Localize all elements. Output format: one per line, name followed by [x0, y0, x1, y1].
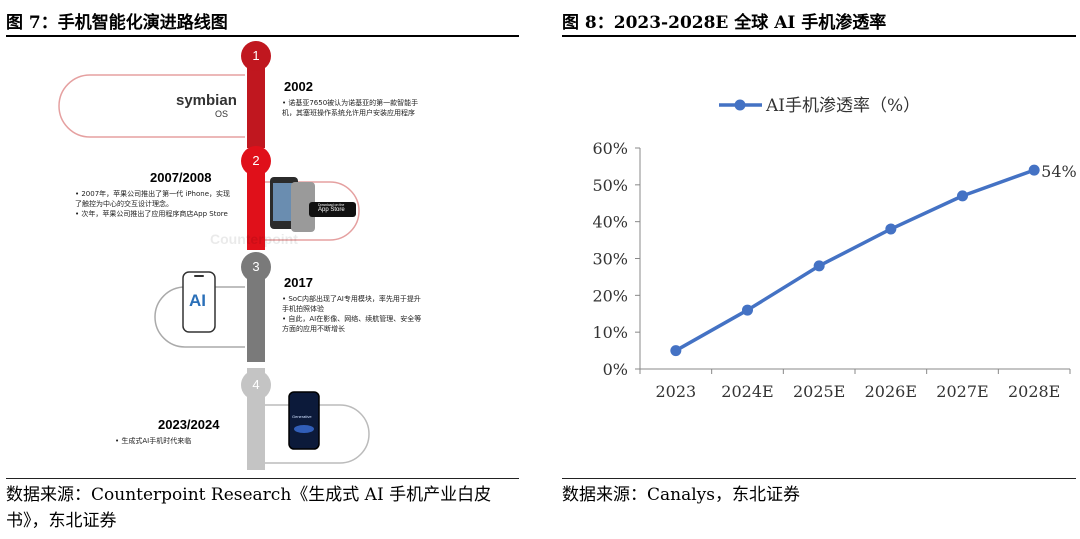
stage-1-bullets: • 诺基亚7650被认为诺基亚的第一款智能手 机，其塞班操作系统允许用户安装应用… — [282, 98, 452, 118]
right-source-rule — [562, 478, 1076, 479]
stage-1-number: 1 — [241, 41, 271, 71]
data-point — [1028, 164, 1040, 176]
y-tick-label: 30% — [592, 250, 628, 269]
legend-marker — [734, 99, 746, 111]
stage-2-capsule — [265, 181, 360, 241]
ai-phone-image — [182, 271, 216, 333]
stage-4-bullet: • 生成式AI手机时代来临 — [115, 437, 192, 445]
x-tick-label: 2025E — [793, 382, 845, 401]
stage-4-year: 2023/2024 — [158, 417, 220, 432]
stage-3-capsule — [154, 286, 245, 348]
app-store-label-small: Download on the — [318, 203, 345, 207]
x-tick-label: 2023 — [655, 382, 696, 401]
stage-3-bullet: 方面的应用不断增长 — [282, 325, 345, 333]
stage-2-bullets: • 2007年，苹果公司推出了第一代 iPhone，实现 了触控为中心的交互设计… — [75, 189, 245, 219]
left-figure-title: 图 7：手机智能化演进路线图 — [6, 13, 228, 33]
stage-2-bullet: • 2007年，苹果公司推出了第一代 iPhone，实现 — [75, 190, 231, 198]
data-point — [957, 190, 968, 202]
right-figure-source: 数据来源：Canalys，东北证券 — [562, 485, 800, 505]
stage-3-bullet: • 自此，AI在影像、网络、续航管理、安全等 — [282, 315, 422, 323]
data-point — [670, 345, 682, 357]
x-tick-label: 2026E — [865, 382, 917, 401]
stage-1-bullet: 机，其塞班操作系统允许用户安装应用程序 — [282, 109, 415, 117]
left-figure-source: 数据来源：Counterpoint Research《生成式 AI 手机产业白皮… — [6, 485, 492, 531]
phone-glow — [294, 425, 314, 433]
legend-label: AI手机渗透率（%） — [765, 96, 920, 116]
x-tick-label: 2028E — [1008, 382, 1060, 401]
stage-2-bullet: • 次年，苹果公司推出了应用程序商店App Store — [75, 210, 228, 218]
x-tick-label: 2024E — [721, 382, 773, 401]
data-point — [813, 260, 825, 272]
stage-3-bar — [247, 256, 265, 362]
data-label: 54% — [1041, 162, 1076, 181]
stage-1-year: 2002 — [284, 79, 313, 94]
generative-phone-image — [288, 391, 320, 450]
stage-2-bar — [247, 152, 265, 250]
stage-2-year: 2007/2008 — [150, 170, 212, 185]
right-title-rule — [562, 35, 1076, 37]
app-store-badge — [309, 202, 356, 217]
stage-1-capsule — [58, 74, 245, 138]
ai-icon-text: AI — [189, 291, 206, 310]
stage-4-number: 4 — [241, 370, 271, 400]
generative-screen-text: Generative — [292, 414, 312, 419]
left-title-rule — [6, 35, 519, 37]
phone-notch — [194, 275, 204, 277]
stage-1-bullet: • 诺基亚7650被认为诺基亚的第一款智能手 — [282, 99, 419, 107]
penetration-chart: 0% 10% 20% 30% 40% 50% 60% 2023 2024E 2025E 2026E 2… — [562, 40, 1076, 460]
y-tick-label: 50% — [592, 176, 628, 195]
y-tick-label: 20% — [592, 286, 628, 305]
symbian-logo-text: symbian — [176, 92, 237, 109]
left-source-rule — [6, 478, 519, 479]
symbian-os-label: OS — [215, 109, 229, 119]
stage-3-bullet: 手机拍照体验 — [282, 305, 324, 313]
stage-3-bullets: • SoC内部出现了AI专用模块，率先用于提升 手机拍照体验 • 自此，AI在影… — [282, 294, 452, 334]
stage-2-bullet: 了触控为中心的交互设计理念。 — [75, 200, 173, 208]
counterpoint-watermark: Counterpoint — [210, 231, 298, 247]
iphone-back-image — [291, 182, 315, 232]
y-tick-label: 40% — [592, 213, 628, 232]
symbian-logo: symbian — [176, 92, 237, 109]
series-line — [674, 168, 1035, 353]
y-tick-label: 60% — [592, 139, 628, 158]
y-tick-label: 0% — [603, 360, 628, 379]
right-figure-title: 图 8：2023-2028E 全球 AI 手机渗透率 — [562, 13, 887, 33]
stage-3-number: 3 — [241, 252, 271, 282]
app-store-label: App Store — [318, 207, 345, 213]
stage-4-capsule — [265, 404, 370, 464]
stage-4-bullets: • 生成式AI手机时代来临 — [115, 436, 255, 446]
stage-3-year: 2017 — [284, 275, 313, 290]
data-point — [885, 223, 897, 235]
data-point — [742, 304, 753, 316]
iphone-screen — [273, 183, 295, 221]
x-tick-label: 2027E — [936, 382, 988, 401]
y-tick-label: 10% — [592, 323, 628, 342]
stage-3-bullet: • SoC内部出现了AI专用模块，率先用于提升 — [282, 295, 421, 303]
evolution-roadmap: 1 2 3 4 symbian OS 2002 • 诺基亚7650被认为诺基亚的… — [0, 36, 520, 476]
stage-2-number: 2 — [241, 146, 271, 176]
line-chart: 0% 10% 20% 30% 40% 50% 60% 2023 2024E 2025E 2026E 2… — [592, 96, 1076, 401]
